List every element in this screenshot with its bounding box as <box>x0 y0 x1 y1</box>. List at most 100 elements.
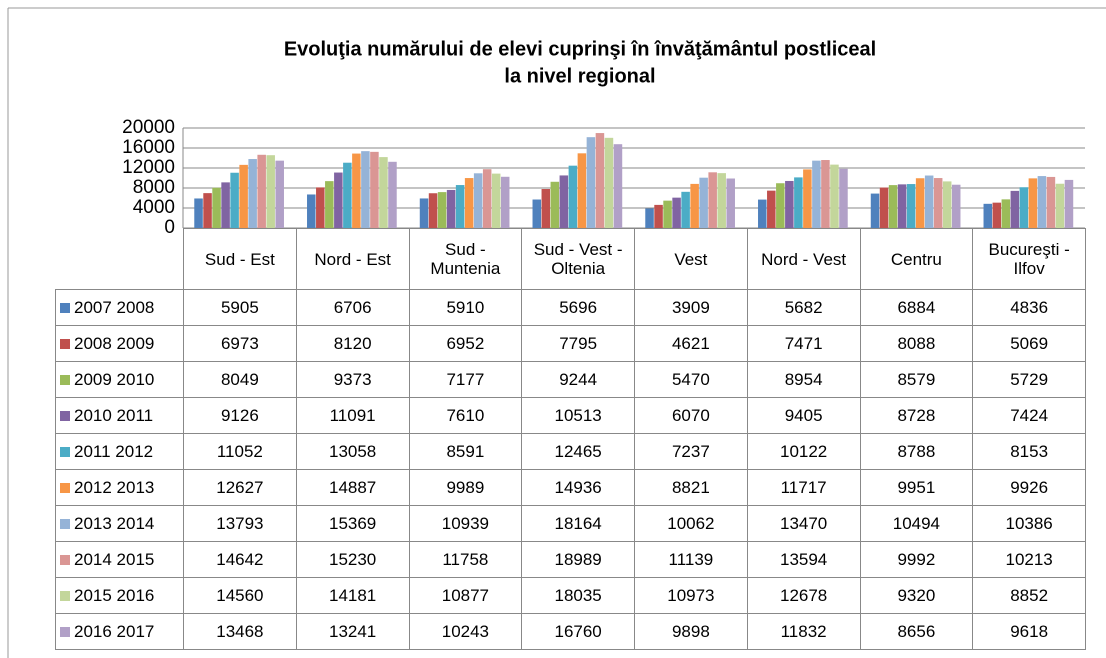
value-cell: 7424 <box>972 397 1086 434</box>
value-cell: 6070 <box>634 397 748 434</box>
bar <box>942 181 952 228</box>
bar <box>1019 187 1029 228</box>
bar <box>1028 178 1038 228</box>
value-cell: 10494 <box>859 505 974 542</box>
legend-key <box>60 375 70 385</box>
bar <box>334 172 343 228</box>
value-cell: 8579 <box>859 361 974 398</box>
value-cell: 10386 <box>972 505 1086 542</box>
value-cell: 11139 <box>634 541 748 578</box>
legend-label: 2016 2017 <box>74 622 155 641</box>
y-tick-label: 0 <box>164 217 175 238</box>
value-cell: 6706 <box>295 289 410 326</box>
legend-entry: 2007 2008 <box>55 289 184 326</box>
bar <box>230 172 239 228</box>
bar <box>325 181 334 228</box>
bar <box>1046 176 1056 228</box>
bar <box>906 184 916 228</box>
bar <box>194 198 203 228</box>
category-cell: Nord - Est <box>295 228 410 290</box>
legend-entry: 2008 2009 <box>55 325 184 362</box>
bar <box>613 144 623 228</box>
value-cell: 10973 <box>634 577 748 614</box>
bar <box>428 193 438 228</box>
value-cell: 5729 <box>972 361 1086 398</box>
bar <box>419 198 429 228</box>
bar <box>785 180 794 228</box>
bar <box>681 191 690 228</box>
value-cell: 8852 <box>972 577 1086 614</box>
value-cell: 12465 <box>521 433 635 470</box>
category-cell: Centru <box>859 228 974 290</box>
value-cell: 13241 <box>295 613 410 650</box>
bar <box>352 153 361 228</box>
value-cell: 9320 <box>859 577 974 614</box>
y-tick-label: 8000 <box>133 177 175 198</box>
value-cell: 14560 <box>183 577 297 614</box>
value-cell: 10213 <box>972 541 1086 578</box>
value-cell: 5470 <box>634 361 748 398</box>
bar <box>888 185 898 228</box>
value-cell: 9126 <box>183 397 297 434</box>
value-cell: 6973 <box>183 325 297 362</box>
bar <box>1064 179 1074 228</box>
value-cell: 7610 <box>408 397 523 434</box>
bar <box>473 173 483 228</box>
legend-entry: 2013 2014 <box>55 505 184 542</box>
bar <box>446 189 456 228</box>
bar <box>500 176 510 228</box>
bar <box>464 178 474 228</box>
bar <box>568 165 578 228</box>
bar <box>776 183 785 228</box>
value-cell: 15369 <box>295 505 410 542</box>
value-cell: 7177 <box>408 361 523 398</box>
value-cell: 8049 <box>183 361 297 398</box>
series-row: 2007 2008 5905 6706 5910 5696 3909 5682 6884 483… <box>55 289 1086 326</box>
data-table: Sud - Est Nord - Est Sud - Muntenia Sud - V… <box>55 228 1086 650</box>
value-cell: 8591 <box>408 433 523 470</box>
value-cell: 8821 <box>634 469 748 506</box>
bar <box>992 202 1002 228</box>
legend-label: 2015 2016 <box>74 586 155 605</box>
series-row: 2013 2014 13793 15369 10939 18164 10062 13470 1… <box>55 505 1086 542</box>
value-cell: 9898 <box>634 613 748 650</box>
bar <box>812 160 821 228</box>
legend-label: 2014 2015 <box>74 550 155 569</box>
value-cell: 10062 <box>634 505 748 542</box>
bar <box>803 169 812 228</box>
bar <box>645 208 654 228</box>
value-cell: 14642 <box>183 541 297 578</box>
value-cell: 11758 <box>408 541 523 578</box>
series-row: 2015 2016 14560 14181 10877 18035 10973 12678 9… <box>55 577 1086 614</box>
value-cell: 5069 <box>972 325 1086 362</box>
bar <box>541 189 551 228</box>
value-cell: 18035 <box>521 577 635 614</box>
legend-key <box>60 483 70 493</box>
category-cell: Vest <box>634 228 748 290</box>
bar <box>550 181 560 228</box>
bar <box>595 133 605 228</box>
value-cell: 15230 <box>295 541 410 578</box>
series-row: 2011 2012 11052 13058 8591 12465 7237 10122 878… <box>55 433 1086 470</box>
category-cell: Bucureşti - Ilfov <box>972 228 1086 290</box>
bar <box>663 200 672 228</box>
legend-key <box>60 303 70 313</box>
value-cell: 8153 <box>972 433 1086 470</box>
series-row: 2016 2017 13468 13241 10243 16760 9898 11832 86… <box>55 613 1086 650</box>
bar <box>879 187 889 228</box>
bar <box>1001 199 1011 228</box>
y-tick-label: 16000 <box>122 137 175 158</box>
value-cell: 8120 <box>295 325 410 362</box>
value-cell: 9926 <box>972 469 1086 506</box>
value-cell: 13470 <box>746 505 861 542</box>
legend-entry: 2012 2013 <box>55 469 184 506</box>
value-cell: 13594 <box>746 541 861 578</box>
value-cell: 11832 <box>746 613 861 650</box>
bar <box>343 162 352 228</box>
bar <box>915 178 925 228</box>
bar <box>221 182 230 228</box>
bar <box>897 184 907 228</box>
bar <box>1010 190 1020 228</box>
legend-entry: 2015 2016 <box>55 577 184 614</box>
